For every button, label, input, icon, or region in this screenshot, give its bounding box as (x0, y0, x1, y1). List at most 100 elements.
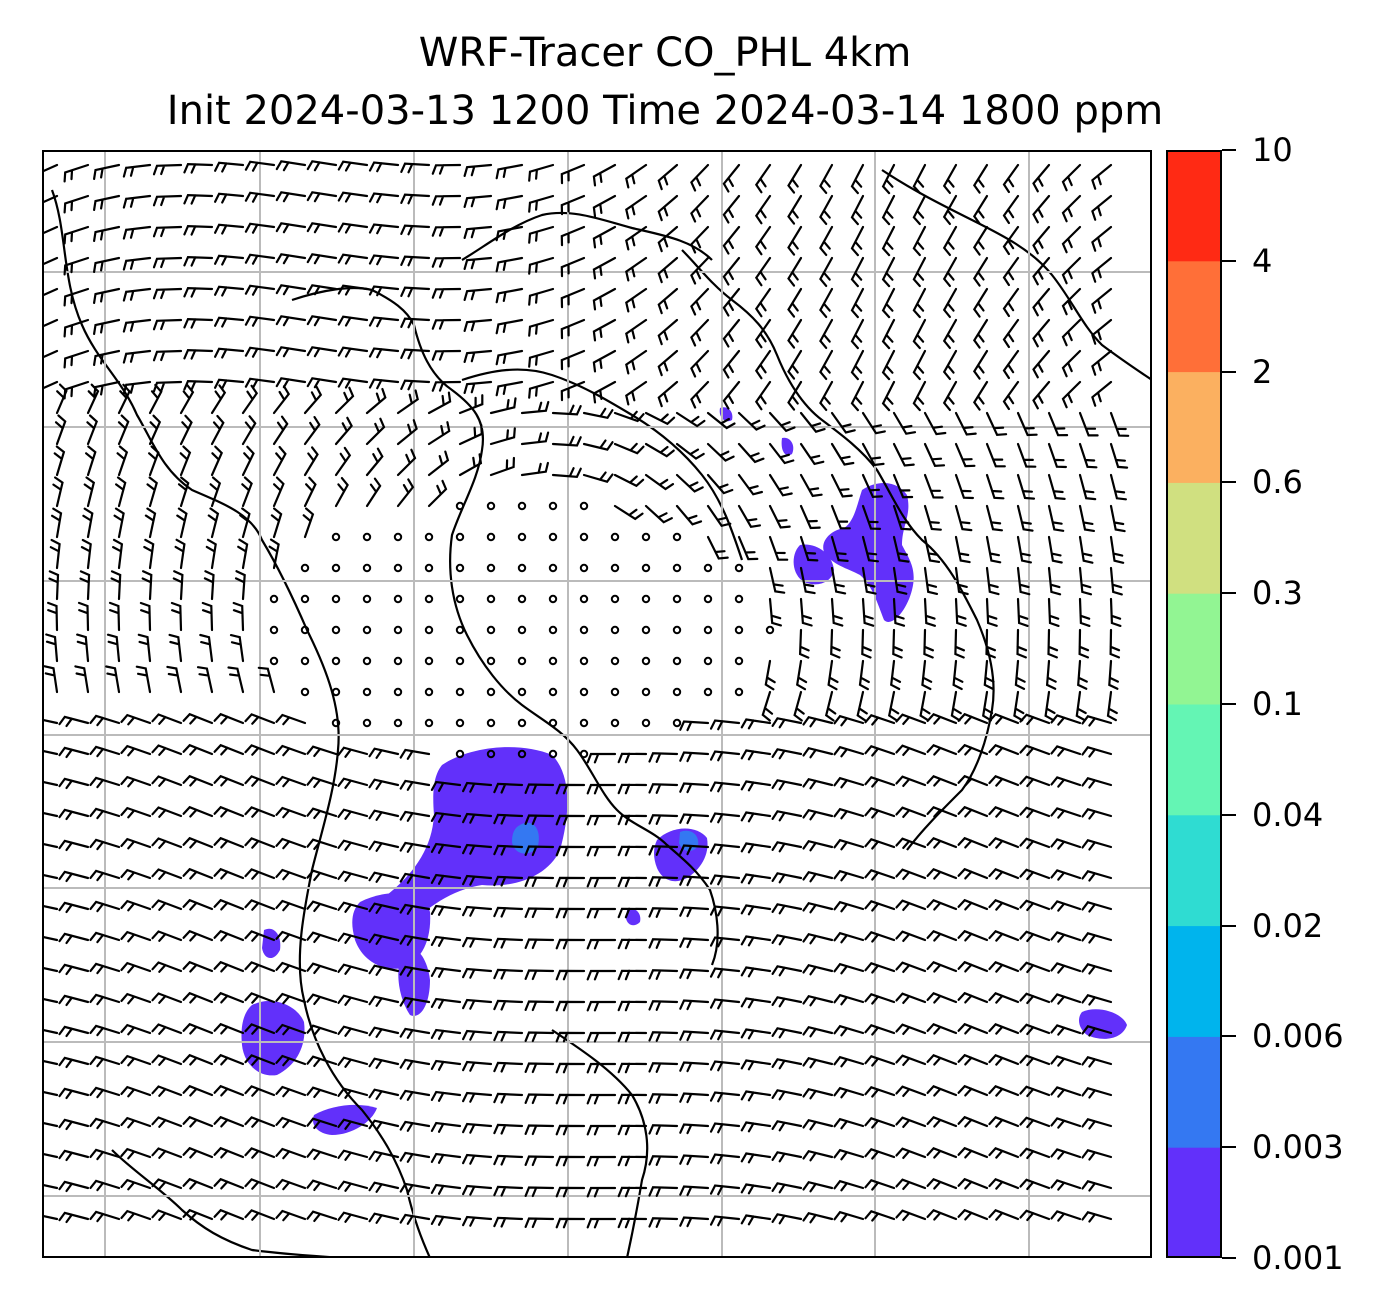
wind-barb (754, 349, 772, 380)
wind-barb (1002, 163, 1020, 194)
wind-barb (495, 163, 524, 180)
wind-barb (63, 318, 90, 338)
wind-barb (985, 566, 1000, 596)
wind-barb (306, 191, 338, 203)
wind-barb (1019, 1178, 1051, 1191)
wind-barb (771, 779, 803, 791)
wind-barb (268, 538, 280, 570)
wind-barb (560, 287, 586, 309)
wind-barb (83, 476, 96, 508)
wind-barb (679, 1123, 710, 1135)
wind-barb (592, 318, 617, 342)
wind-barb (120, 1116, 152, 1129)
wind-barb (399, 1213, 431, 1225)
wind-barb (923, 535, 941, 563)
wind-barb (244, 837, 276, 849)
calm-wind-marker (579, 718, 589, 728)
wind-barb (1032, 318, 1051, 348)
calm-wind-marker (455, 532, 465, 542)
wind-barb (524, 845, 555, 857)
wind-barb (1061, 380, 1082, 409)
wind-barb (58, 1118, 90, 1131)
wind-barb (833, 1179, 865, 1192)
wind-barb (864, 745, 896, 757)
wind-barb (463, 163, 493, 177)
wind-barb (306, 838, 338, 850)
wind-barb (303, 446, 319, 477)
wind-barb (954, 566, 969, 596)
wind-barb (864, 993, 896, 1005)
wind-barb (895, 1116, 927, 1128)
wind-barb (152, 318, 183, 331)
wind-barb (675, 411, 706, 428)
wind-barb (861, 535, 879, 563)
wind-barb (586, 752, 617, 764)
wind-barb (89, 714, 121, 727)
wind-barb (864, 931, 896, 943)
wind-barb (954, 504, 973, 532)
calm-wind-marker (300, 563, 310, 573)
wind-barb (830, 473, 853, 498)
wind-barb (244, 160, 276, 172)
wind-barb (895, 1209, 927, 1221)
wind-barb (306, 1179, 338, 1191)
calm-wind-marker (362, 656, 372, 666)
wind-barb (586, 783, 617, 795)
wind-barb (912, 287, 927, 319)
wind-barb (1013, 690, 1025, 722)
wind-barb (110, 570, 122, 601)
wind-barb (988, 713, 1020, 725)
wind-barb (1050, 807, 1082, 819)
wind-barb (923, 442, 946, 467)
wind-barb (74, 665, 90, 694)
wind-barb (648, 1031, 679, 1042)
wind-barb (771, 996, 803, 1008)
wind-barb (1081, 1056, 1113, 1068)
wind-barb (740, 904, 772, 916)
wind-barb (740, 842, 772, 854)
wind-barb (768, 504, 791, 529)
wind-barb (957, 1022, 989, 1035)
wind-barb (400, 348, 431, 360)
colorbar-frame (1166, 150, 1222, 1258)
wind-barb (141, 570, 153, 601)
wind-barb (244, 744, 276, 756)
wind-barb (399, 841, 431, 853)
wind-barb (613, 473, 645, 488)
wind-barb (120, 1209, 152, 1222)
wind-barb (42, 1121, 59, 1128)
wind-barb (1106, 690, 1118, 722)
calm-wind-marker (393, 687, 403, 697)
wind-barb (58, 746, 90, 759)
wind-barb (458, 423, 483, 446)
wind-barb (988, 837, 1020, 849)
wind-barb (431, 349, 462, 361)
wind-barb (400, 255, 431, 267)
wind-barb (582, 439, 614, 451)
calm-wind-marker (455, 501, 465, 511)
wind-barb (334, 477, 349, 508)
wind-barb (152, 225, 183, 238)
colorbar-tick (1222, 924, 1236, 927)
wind-barb (1109, 442, 1129, 469)
calm-wind-marker (548, 656, 558, 666)
wind-barb (1047, 628, 1059, 659)
calm-wind-marker (486, 563, 496, 573)
wind-barb (771, 903, 803, 915)
wind-barb (113, 507, 125, 539)
wind-barb (182, 1084, 214, 1097)
wind-barb (942, 256, 958, 287)
wind-barb (42, 1152, 59, 1159)
wind-barb (244, 191, 276, 203)
wind-barb (861, 597, 875, 627)
wind-barb (722, 318, 741, 348)
wind-barb (799, 411, 826, 433)
wind-barb (306, 962, 338, 974)
wind-barb (864, 1179, 896, 1191)
wind-barb (1050, 745, 1082, 757)
wind-barb (881, 225, 896, 257)
wind-barb (337, 870, 369, 882)
colorbar-tick (1222, 370, 1236, 373)
wind-barb (895, 1054, 927, 1066)
wind-barb (93, 380, 121, 397)
